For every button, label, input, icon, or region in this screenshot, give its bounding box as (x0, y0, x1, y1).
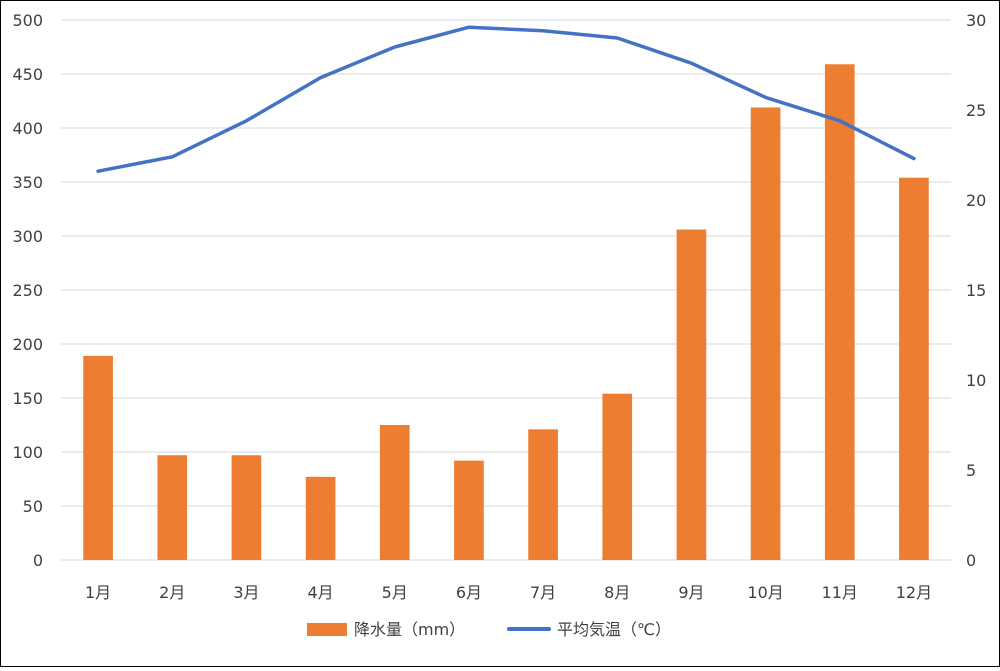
bar (157, 455, 188, 560)
x-tick-label: 6月 (456, 583, 482, 602)
y-left-tick-label: 0 (33, 551, 43, 570)
x-tick-label: 1月 (85, 583, 111, 602)
bar (899, 177, 929, 560)
x-tick-label: 4月 (307, 583, 333, 602)
bar (454, 460, 484, 560)
bar (528, 429, 558, 560)
x-tick-label: 10月 (747, 583, 783, 602)
y-left-tick-label: 50 (23, 497, 43, 516)
bar (676, 229, 707, 560)
temperature-line (96, 25, 916, 173)
line-series (96, 25, 916, 173)
y-left-tick-label: 400 (12, 119, 43, 138)
y-left-tick-label: 450 (12, 65, 43, 84)
bar (305, 476, 336, 560)
gridlines (61, 19, 951, 561)
y-right-tick-label: 10 (966, 371, 986, 390)
x-tick-label: 2月 (159, 583, 185, 602)
legend: 降水量（mm） 平均気温（℃） (307, 620, 671, 639)
bar (602, 393, 633, 560)
x-tick-label: 11月 (822, 583, 858, 602)
bar (379, 425, 410, 560)
bar (231, 455, 262, 560)
y-right-tick-label: 0 (966, 551, 976, 570)
y-left-tick-label: 300 (12, 227, 43, 246)
y-right-tick-label: 5 (966, 461, 976, 480)
legend-swatch-bar (307, 623, 347, 636)
y-right-tick-label: 15 (966, 281, 986, 300)
y-left-tick-label: 150 (12, 389, 43, 408)
y-right-tick-label: 20 (966, 191, 986, 210)
x-tick-label: 3月 (233, 583, 259, 602)
y-left-tick-label: 350 (12, 173, 43, 192)
bar-series (83, 64, 929, 560)
legend-label-bar: 降水量（mm） (354, 620, 465, 639)
y-left-tick-label: 500 (12, 11, 43, 30)
bar (83, 355, 113, 560)
bar (750, 107, 781, 560)
x-tick-label: 5月 (382, 583, 408, 602)
x-tick-label: 8月 (604, 583, 630, 602)
y-left-tick-label: 200 (12, 335, 43, 354)
x-axis: 1月 2月 3月 4月 5月 6月 7月 8月 9月 10月 11月 12月 (85, 583, 932, 602)
x-tick-label: 7月 (530, 583, 556, 602)
y-right-tick-label: 30 (966, 11, 986, 30)
y-left-tick-label: 250 (12, 281, 43, 300)
x-tick-label: 12月 (896, 583, 932, 602)
y-axis-right: 0 5 10 15 20 25 30 (966, 11, 986, 570)
legend-label-line: 平均気温（℃） (557, 620, 671, 639)
y-left-tick-label: 100 (12, 443, 43, 462)
y-right-tick-label: 25 (966, 101, 986, 120)
y-axis-left: 0 50 100 150 200 250 300 350 400 450 500 (12, 11, 43, 570)
x-tick-label: 9月 (678, 583, 704, 602)
bar (824, 64, 855, 560)
